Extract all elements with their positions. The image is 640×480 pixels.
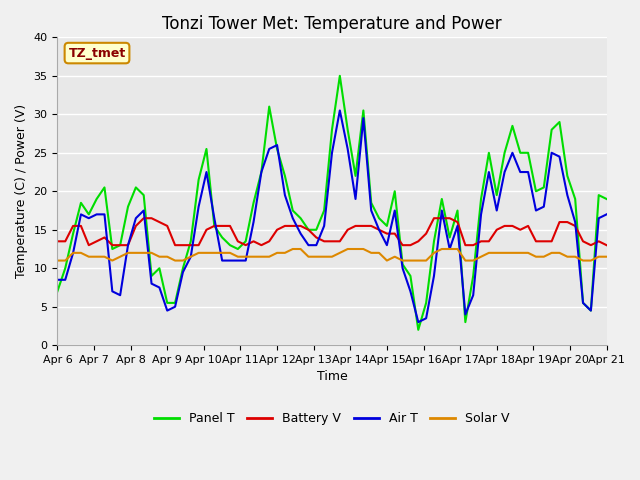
Text: TZ_tmet: TZ_tmet: [68, 47, 125, 60]
Air T: [563, 192, 571, 198]
Battery V: [85, 242, 93, 248]
Air T: [587, 308, 595, 313]
Battery V: [336, 239, 344, 244]
Air T: [69, 250, 77, 256]
Battery V: [563, 219, 571, 225]
Panel T: [320, 208, 328, 214]
Panel T: [603, 196, 611, 202]
Line: Battery V: Battery V: [58, 218, 607, 245]
Air T: [54, 277, 61, 283]
Solar V: [289, 246, 296, 252]
Battery V: [148, 216, 156, 221]
Panel T: [563, 173, 571, 179]
Battery V: [399, 242, 406, 248]
Solar V: [211, 250, 218, 256]
Y-axis label: Temperature (C) / Power (V): Temperature (C) / Power (V): [15, 104, 28, 278]
Line: Solar V: Solar V: [58, 249, 607, 261]
Air T: [391, 208, 399, 214]
Solar V: [328, 254, 336, 260]
Battery V: [587, 242, 595, 248]
Air T: [603, 212, 611, 217]
Panel T: [587, 308, 595, 313]
Panel T: [336, 73, 344, 79]
X-axis label: Time: Time: [317, 371, 348, 384]
Solar V: [579, 258, 587, 264]
Legend: Panel T, Battery V, Air T, Solar V: Panel T, Battery V, Air T, Solar V: [149, 407, 515, 430]
Solar V: [603, 254, 611, 260]
Panel T: [69, 231, 77, 237]
Panel T: [54, 288, 61, 294]
Line: Panel T: Panel T: [58, 76, 607, 330]
Solar V: [391, 254, 399, 260]
Battery V: [69, 223, 77, 229]
Battery V: [603, 242, 611, 248]
Air T: [320, 223, 328, 229]
Air T: [132, 216, 140, 221]
Title: Tonzi Tower Met: Temperature and Power: Tonzi Tower Met: Temperature and Power: [162, 15, 502, 33]
Solar V: [54, 258, 61, 264]
Line: Air T: Air T: [58, 110, 607, 322]
Solar V: [69, 250, 77, 256]
Panel T: [132, 184, 140, 190]
Air T: [336, 108, 344, 113]
Battery V: [140, 216, 148, 221]
Panel T: [391, 188, 399, 194]
Battery V: [54, 239, 61, 244]
Air T: [415, 319, 422, 325]
Panel T: [415, 327, 422, 333]
Solar V: [477, 254, 485, 260]
